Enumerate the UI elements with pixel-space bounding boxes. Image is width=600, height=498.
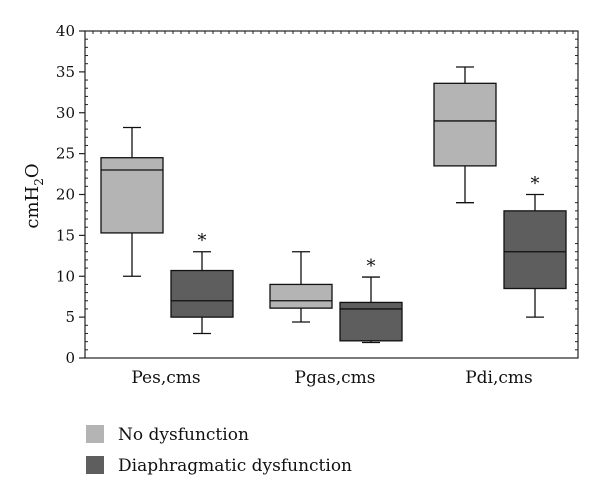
y-axis-label-sub: 2 [32,178,46,186]
y-axis-label-main: cmH [22,186,43,229]
y-axis: 0 5 10 15 20 25 30 35 40 [56,22,85,367]
significance-asterisk: * [531,174,540,195]
box-no-dysfunction-0 [100,126,164,277]
box-no-dysfunction-2 [433,66,497,204]
y-tick-label: 25 [56,145,75,163]
y-tick-label: 5 [65,308,75,326]
iqr-box [269,283,333,309]
iqr-box [503,210,567,290]
legend-item-1: Diaphragmatic dysfunction [86,456,352,476]
box-diaphragmatic-dysfunction-1: * [339,256,403,344]
y-tick-label: 30 [56,104,75,122]
legend-swatch [86,456,104,474]
legend-label: No dysfunction [118,425,249,445]
x-category-label: Pes,cms [131,368,200,388]
iqr-box [170,269,234,318]
y-tick-label: 40 [56,22,75,40]
y-tick-label: 35 [56,63,75,81]
x-axis-labels: Pes,cms Pgas,cms Pdi,cms [131,368,532,388]
legend-swatch [86,425,104,443]
significance-asterisk: * [198,231,207,252]
box-no-dysfunction-1 [269,251,333,323]
iqr-box [433,82,497,167]
significance-asterisk: * [367,256,376,277]
x-category-label: Pgas,cms [295,368,376,388]
x-category-label: Pdi,cms [465,368,533,388]
boxes: * * * [100,66,567,344]
iqr-box [100,157,164,234]
box-diaphragmatic-dysfunction-0: * [170,231,234,335]
y-axis-label-tail: O [22,163,43,178]
y-tick-label: 20 [56,186,75,204]
plot-frame [84,30,579,359]
y-tick-label: 10 [56,267,75,285]
y-axis-label: cmH2O [22,163,46,228]
y-tick-label: 0 [65,349,75,367]
legend-item-0: No dysfunction [86,425,249,445]
legend-label: Diaphragmatic dysfunction [118,456,352,476]
legend: No dysfunction Diaphragmatic dysfunction [86,425,352,476]
box-diaphragmatic-dysfunction-2: * [503,174,567,318]
iqr-box [339,301,403,342]
y-tick-label: 15 [56,226,75,244]
